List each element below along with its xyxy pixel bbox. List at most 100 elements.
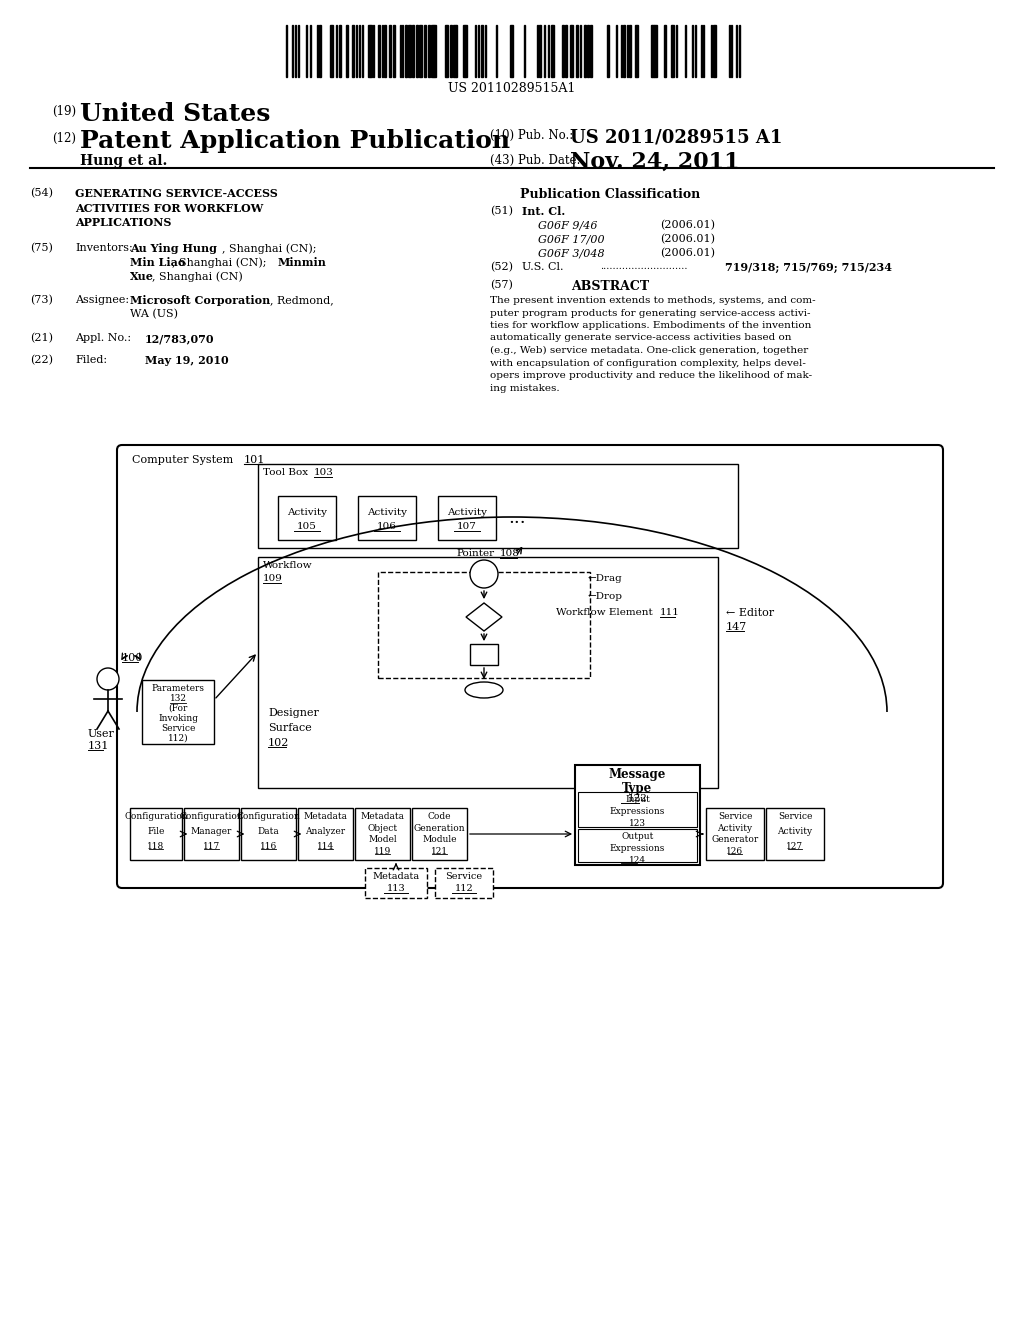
Bar: [434, 25, 436, 77]
Text: , Shanghai (CN);: , Shanghai (CN);: [222, 243, 316, 253]
Bar: [445, 25, 449, 77]
Text: Configuration: Configuration: [124, 812, 187, 821]
Bar: [587, 25, 589, 77]
Text: 132: 132: [170, 694, 186, 704]
Bar: [465, 25, 467, 77]
Text: Analyzer: Analyzer: [305, 826, 345, 836]
Text: Expressions: Expressions: [610, 843, 666, 853]
Text: Manager: Manager: [190, 826, 232, 836]
Text: Object: Object: [368, 824, 397, 833]
Circle shape: [470, 560, 498, 587]
Text: Type: Type: [623, 781, 652, 795]
Text: Activity: Activity: [718, 824, 753, 833]
Bar: [629, 25, 631, 77]
Bar: [184, 808, 239, 861]
Bar: [654, 25, 657, 77]
Bar: [258, 557, 718, 788]
Text: Minmin: Minmin: [278, 257, 327, 268]
Bar: [412, 25, 414, 77]
Text: 123: 123: [629, 818, 646, 828]
Bar: [590, 25, 592, 77]
Text: 106: 106: [377, 521, 397, 531]
Text: Expressions: Expressions: [610, 807, 666, 816]
Bar: [346, 25, 348, 77]
Ellipse shape: [465, 682, 503, 698]
Text: Au Ying Hung: Au Ying Hung: [130, 243, 217, 253]
Text: G06F 17/00: G06F 17/00: [538, 234, 604, 244]
Bar: [258, 465, 738, 548]
Text: May 19, 2010: May 19, 2010: [145, 355, 228, 366]
Text: , Redmond,: , Redmond,: [270, 294, 334, 305]
Text: Metadata: Metadata: [373, 873, 420, 880]
Bar: [652, 25, 654, 77]
Text: 101: 101: [244, 455, 265, 465]
Text: Input: Input: [625, 795, 650, 804]
Bar: [575, 25, 578, 77]
Text: 107: 107: [457, 521, 477, 531]
Text: Activity: Activity: [287, 508, 327, 517]
Text: Inventors:: Inventors:: [75, 243, 133, 253]
Text: Data: Data: [258, 826, 280, 836]
Text: Code: Code: [428, 812, 452, 821]
Text: GENERATING SERVICE-ACCESS
ACTIVITIES FOR WORKFLOW
APPLICATIONS: GENERATING SERVICE-ACCESS ACTIVITIES FOR…: [75, 187, 278, 228]
Bar: [450, 25, 452, 77]
Text: , Shanghai (CN);: , Shanghai (CN);: [172, 257, 270, 268]
Text: 126: 126: [726, 846, 743, 855]
Text: Service: Service: [718, 812, 753, 821]
Text: 116: 116: [260, 842, 278, 850]
Text: File: File: [147, 826, 165, 836]
Text: Workflow Element: Workflow Element: [556, 609, 652, 616]
Text: WA (US): WA (US): [130, 309, 178, 319]
Text: Activity: Activity: [367, 508, 407, 517]
Bar: [575, 766, 700, 865]
Text: 147: 147: [726, 622, 748, 632]
Bar: [607, 25, 609, 77]
Text: G06F 3/048: G06F 3/048: [538, 248, 604, 257]
Bar: [130, 808, 182, 861]
Bar: [389, 25, 391, 77]
Text: (75): (75): [30, 243, 53, 253]
Text: Workflow: Workflow: [263, 561, 312, 570]
Bar: [365, 869, 427, 898]
Text: 111: 111: [660, 609, 680, 616]
Text: ←Drop: ←Drop: [588, 591, 623, 601]
Text: Metadata: Metadata: [360, 812, 404, 821]
Text: Output: Output: [622, 832, 653, 841]
Text: The present invention extends to methods, systems, and com-
puter program produc: The present invention extends to methods…: [490, 296, 816, 392]
Text: 131: 131: [88, 741, 110, 751]
Text: (2006.01): (2006.01): [660, 220, 715, 230]
Text: Activity: Activity: [447, 508, 487, 517]
Text: United States: United States: [80, 102, 270, 125]
Text: 119: 119: [374, 846, 391, 855]
Text: User: User: [88, 729, 115, 739]
Text: 12/783,070: 12/783,070: [145, 333, 214, 345]
Text: Configuration: Configuration: [179, 812, 244, 821]
Text: (54): (54): [30, 187, 53, 198]
Bar: [552, 25, 554, 77]
Text: 100: 100: [122, 653, 143, 663]
Bar: [578, 792, 697, 828]
Bar: [378, 572, 590, 678]
Bar: [453, 25, 456, 77]
Text: G06F 9/46: G06F 9/46: [538, 220, 597, 230]
Text: (12): (12): [52, 132, 76, 145]
Bar: [635, 25, 638, 77]
Bar: [368, 25, 370, 77]
Text: Tool Box: Tool Box: [263, 469, 308, 477]
Polygon shape: [466, 603, 502, 631]
Bar: [463, 25, 465, 77]
Bar: [319, 25, 321, 77]
Text: Configuration: Configuration: [237, 812, 300, 821]
Text: 118: 118: [147, 842, 165, 850]
Text: Pointer: Pointer: [456, 549, 495, 558]
Text: Service: Service: [445, 873, 482, 880]
Text: Patent Application Publication: Patent Application Publication: [80, 129, 510, 153]
Text: ← Editor: ← Editor: [726, 609, 774, 618]
Bar: [431, 25, 433, 77]
Text: 127: 127: [786, 842, 804, 850]
Bar: [623, 25, 625, 77]
Text: ABSTRACT: ABSTRACT: [571, 280, 649, 293]
Text: Designer: Designer: [268, 708, 318, 718]
Text: 112: 112: [455, 884, 473, 894]
FancyBboxPatch shape: [117, 445, 943, 888]
